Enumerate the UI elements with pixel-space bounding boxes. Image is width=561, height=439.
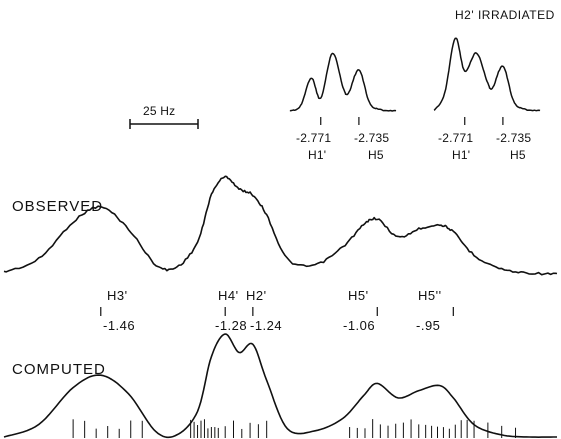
- peak-value-h4prime: -1.28: [215, 318, 248, 333]
- inset2-tick-label-2: H5: [510, 148, 526, 162]
- computed-stick-lines: [72, 419, 517, 438]
- computed-spectrum: [3, 333, 557, 439]
- scale-bar: [129, 119, 199, 129]
- observed-trace: [3, 175, 558, 276]
- computed-trace: [3, 333, 557, 439]
- inset-trace: [289, 52, 397, 112]
- peak-label-h5doubleprime: H5'': [418, 288, 442, 303]
- peak-label-h4prime: H4': [218, 288, 239, 303]
- computed-label: COMPUTED: [12, 361, 106, 378]
- irradiated-title: H2' IRRADIATED: [455, 8, 555, 22]
- inset1-tick-label-1: H1': [308, 148, 327, 162]
- peak-value-h5prime: -1.06: [343, 318, 376, 333]
- inset1-tick-value-1: -2.771: [296, 131, 332, 145]
- inset-trace: [433, 37, 541, 112]
- inset1-tick-value-2: -2.735: [354, 131, 390, 145]
- peak-label-h2prime: H2': [246, 288, 267, 303]
- scale-bar-label: 25 Hz: [143, 104, 176, 118]
- peak-value-h2prime: -1.24: [250, 318, 283, 333]
- peak-value-h5doubleprime: -.95: [416, 318, 441, 333]
- observed-spectrum: [3, 175, 558, 276]
- peak-ticks: [100, 307, 454, 316]
- inset2-tick-label-1: H1': [452, 148, 471, 162]
- observed-label: OBSERVED: [12, 198, 104, 215]
- peak-label-h3prime: H3': [107, 288, 128, 303]
- inset-spectrum-irradiated: [433, 37, 541, 125]
- inset-spectrum-normal: [289, 52, 397, 125]
- inset2-tick-value-1: -2.771: [438, 131, 474, 145]
- inset1-tick-label-2: H5: [368, 148, 384, 162]
- inset2-tick-value-2: -2.735: [496, 131, 532, 145]
- peak-label-h5prime: H5': [348, 288, 369, 303]
- peak-value-h3prime: -1.46: [103, 318, 136, 333]
